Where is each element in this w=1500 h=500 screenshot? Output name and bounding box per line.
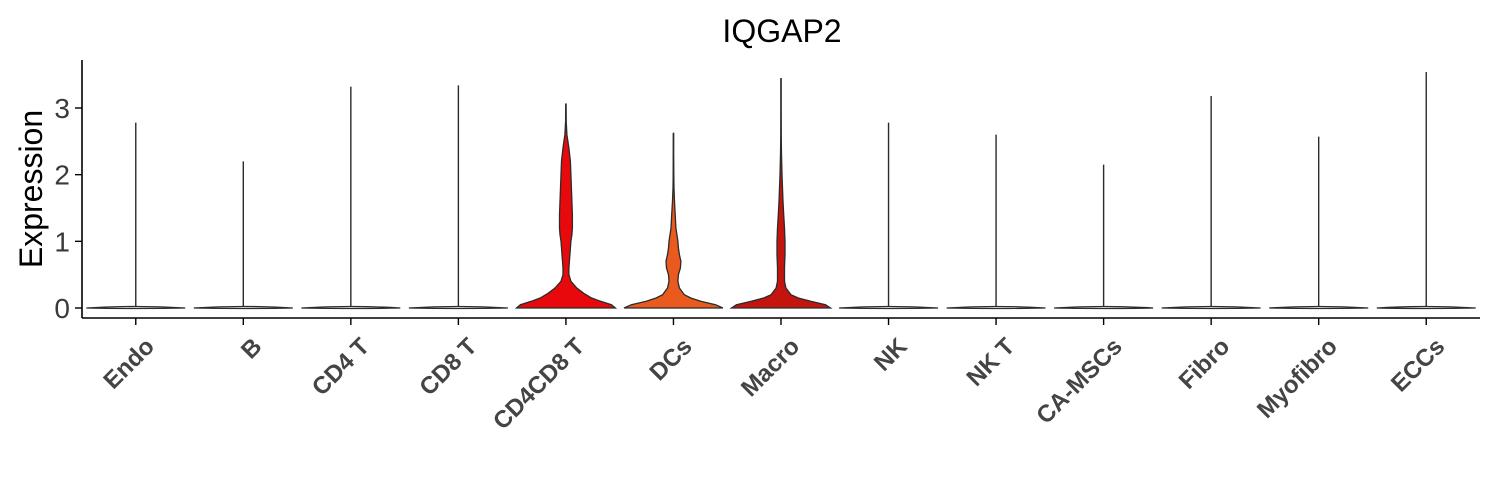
x-tick-label: CD8 T <box>414 333 482 401</box>
chart-title: IQGAP2 <box>722 13 841 49</box>
violin-cd8-t <box>408 305 508 310</box>
violin-cd4cd8-t <box>514 103 618 309</box>
violin-dcs <box>623 132 724 309</box>
x-tick-label: B <box>236 333 267 364</box>
x-tick-label: Endo <box>98 333 160 395</box>
x-tick-label: Macro <box>736 333 805 402</box>
x-ticks-group: Endo B CD4 T CD8 T CD4CD8 T DCs Macro NK NK T CA-… <box>98 318 1450 435</box>
violins-group <box>86 72 1476 310</box>
x-tick-label: CA-MSCs <box>1031 333 1127 429</box>
violin-macro <box>729 78 833 309</box>
x-tick-label: CD4CD8 T <box>488 333 590 435</box>
x-tick-label: ECCs <box>1386 333 1450 397</box>
violin-eccs <box>1376 305 1476 310</box>
x-tick-label: CD4 T <box>307 333 375 401</box>
violin-myofibro <box>1269 305 1369 310</box>
x-tick-label: DCs <box>645 333 698 386</box>
x-tick-label: NK <box>869 333 913 377</box>
x-tick-label: Fibro <box>1174 333 1236 395</box>
y-tick-label: 3 <box>54 93 70 124</box>
violin-fibro <box>1161 305 1261 310</box>
y-tick-label: 2 <box>54 160 70 191</box>
violin-endo <box>86 305 186 310</box>
y-tick-label: 1 <box>54 226 70 257</box>
y-axis-label: Expression <box>13 110 49 268</box>
violin-b <box>193 305 293 310</box>
violin-nk <box>839 305 939 310</box>
y-tick-label: 0 <box>54 293 70 324</box>
x-tick-label: Myofibro <box>1252 333 1343 424</box>
violin-cd4-t <box>301 305 401 310</box>
x-tick-label: NK T <box>962 333 1021 392</box>
y-ticks-group: 0 1 2 3 <box>54 93 82 324</box>
violin-ca-mscs <box>1054 305 1154 310</box>
violin-nk-t <box>946 305 1046 310</box>
